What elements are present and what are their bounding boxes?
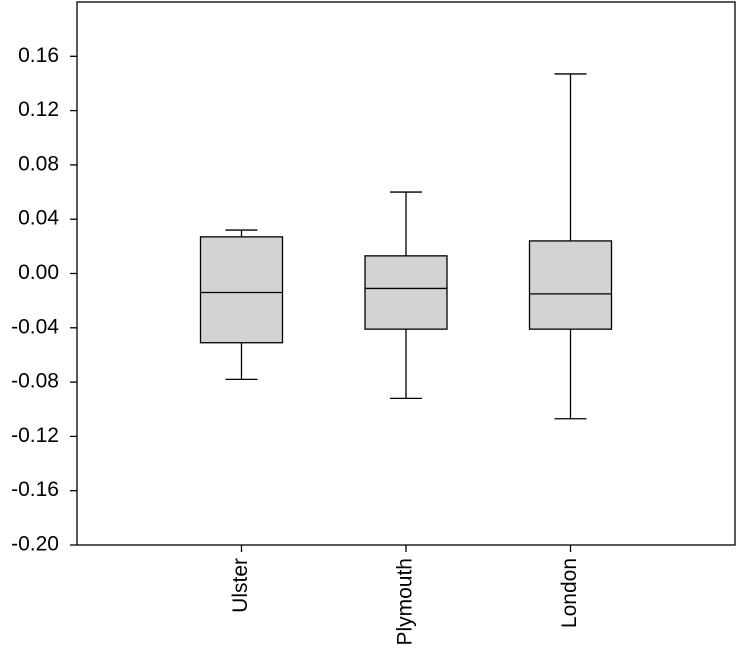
box	[364, 255, 448, 330]
box	[528, 240, 613, 330]
y-tick-label: 0.16	[18, 44, 59, 67]
y-tick-label: -0.08	[11, 370, 59, 393]
y-tick-label: 0.04	[18, 207, 59, 230]
x-tick-label: Plymouth	[394, 558, 417, 646]
x-tick-label: London	[558, 558, 581, 628]
y-tick-label: -0.04	[11, 315, 59, 338]
y-tick-label: 0.12	[18, 98, 59, 121]
y-tick-label: -0.20	[11, 533, 59, 556]
y-tick-label: 0.08	[18, 152, 59, 175]
box	[199, 236, 284, 344]
y-tick-label: -0.16	[11, 478, 59, 501]
y-tick-label: -0.12	[11, 424, 59, 447]
y-tick-label: 0.00	[18, 261, 59, 284]
x-tick-label: Ulster	[229, 558, 252, 613]
